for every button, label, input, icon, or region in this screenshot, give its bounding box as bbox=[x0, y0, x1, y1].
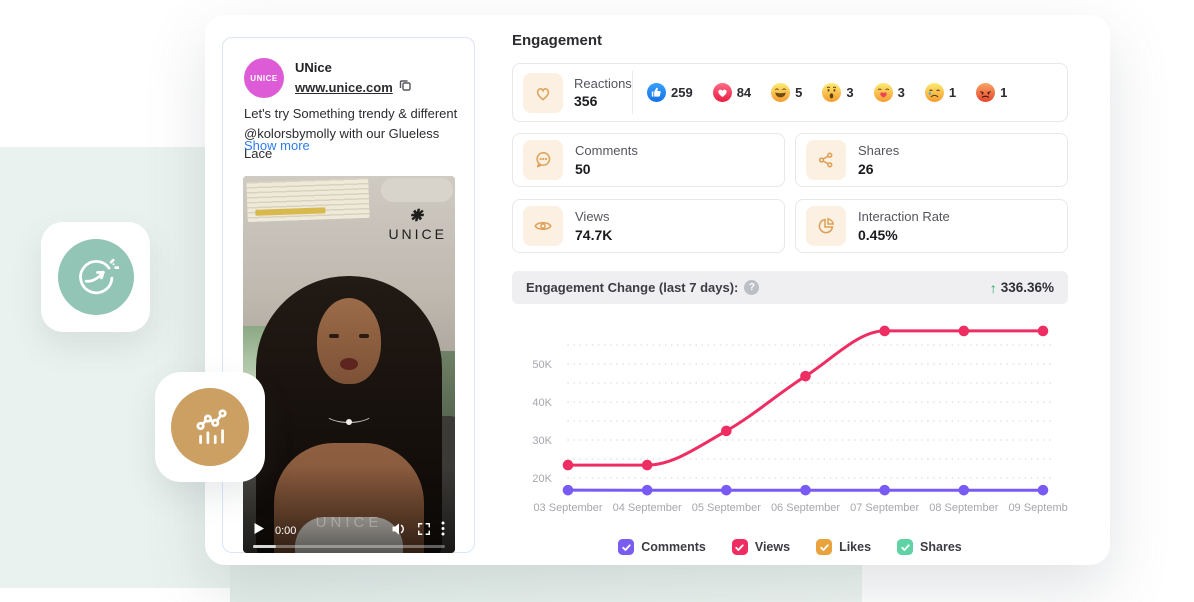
brand-swirl-icon: ⁕ bbox=[405, 203, 430, 228]
person-pearl bbox=[346, 419, 352, 425]
video-progress-fill bbox=[253, 545, 277, 548]
legend-likes[interactable]: Likes bbox=[816, 539, 871, 555]
chart-legend: Comments Views Likes Shares bbox=[512, 539, 1068, 555]
legend-shares[interactable]: Shares bbox=[897, 539, 962, 555]
video-sun-visor bbox=[381, 178, 453, 202]
shares-checkbox[interactable] bbox=[897, 539, 914, 555]
svg-text:50K: 50K bbox=[532, 359, 552, 371]
reaction-angry: 1 bbox=[976, 83, 1007, 102]
video-brand-logo: ⁕ UNICE bbox=[388, 203, 447, 242]
reaction-like: 259 bbox=[647, 83, 693, 102]
avatar: UNICE bbox=[244, 58, 284, 98]
svg-text:07 September: 07 September bbox=[850, 502, 919, 514]
engagement-line-chart: 20K 30K 40K 50K 03 September 04 September 05 S… bbox=[532, 325, 1068, 514]
shares-label: Shares bbox=[858, 143, 900, 159]
post-text: Let's try Something trendy & different @… bbox=[244, 104, 458, 164]
volume-icon[interactable] bbox=[391, 522, 407, 541]
video-progress-bar[interactable] bbox=[253, 545, 445, 548]
reaction-haha: 5 bbox=[771, 83, 802, 102]
post-preview-card: UNICE UNice www.unice.com Let's try Some… bbox=[222, 37, 475, 553]
video-player[interactable]: ⁕ UNICE UNIC bbox=[243, 176, 455, 553]
svg-text:04 September: 04 September bbox=[613, 502, 682, 514]
interaction-rate-value: 0.45% bbox=[858, 226, 898, 243]
engagement-change-value: 336.36% bbox=[1000, 280, 1054, 295]
copy-icon[interactable] bbox=[398, 78, 412, 97]
engagement-change-label: Engagement Change (last 7 days): bbox=[526, 280, 739, 295]
person-mouth bbox=[340, 358, 358, 370]
fullscreen-icon[interactable] bbox=[417, 522, 431, 541]
show-more-link[interactable]: Show more bbox=[244, 138, 310, 153]
sad-reaction-icon bbox=[924, 83, 944, 102]
legend-comments[interactable]: Comments bbox=[618, 539, 706, 555]
interaction-rate-label: Interaction Rate bbox=[858, 209, 950, 225]
svg-text:30K: 30K bbox=[532, 435, 552, 447]
reactions-label: Reactions bbox=[574, 75, 632, 91]
comments-stat-card: Comments 50 bbox=[512, 133, 785, 187]
author-name: UNice bbox=[295, 60, 332, 75]
reactions-card: Reactions 356 259 84 bbox=[512, 63, 1068, 122]
video-visor-label bbox=[246, 177, 370, 223]
comments-label: Comments bbox=[575, 143, 638, 159]
wow-reaction-icon bbox=[822, 83, 842, 102]
person-eye bbox=[359, 334, 369, 338]
person-eye bbox=[329, 334, 339, 338]
video-watermark: UNICE bbox=[315, 514, 383, 531]
views-stat-card: Views 74.7K bbox=[512, 199, 785, 253]
play-button[interactable] bbox=[253, 522, 265, 540]
svg-text:06 September: 06 September bbox=[771, 502, 840, 514]
video-time: 0:00 bbox=[275, 525, 297, 537]
love-reaction-icon bbox=[712, 83, 732, 102]
share-icon bbox=[806, 140, 846, 180]
shares-stat-card: Shares 26 bbox=[795, 133, 1068, 187]
comments-checkbox[interactable] bbox=[618, 539, 635, 555]
reactions-total: 356 bbox=[574, 93, 598, 110]
comments-value: 50 bbox=[575, 160, 591, 177]
care-reaction-icon bbox=[873, 83, 893, 102]
views-label: Views bbox=[575, 209, 610, 225]
legend-views[interactable]: Views bbox=[731, 539, 790, 555]
like-reaction-icon bbox=[647, 83, 666, 102]
eye-icon bbox=[523, 206, 563, 246]
svg-text:05 September: 05 September bbox=[692, 502, 761, 514]
video-controls: 0:00 bbox=[243, 521, 455, 541]
comment-icon bbox=[523, 140, 563, 180]
video-person-face bbox=[317, 298, 381, 384]
views-value: 74.7K bbox=[575, 226, 613, 243]
trend-up-icon: ↑ bbox=[989, 279, 997, 296]
analytics-card: UNICE UNice www.unice.com Let's try Some… bbox=[205, 15, 1110, 565]
svg-text:40K: 40K bbox=[532, 397, 552, 409]
reactions-breakdown: 259 84 5 bbox=[633, 83, 1067, 102]
post-text-line-1: Let's try Something trendy & different bbox=[244, 106, 458, 121]
analytics-icon-card bbox=[155, 372, 265, 482]
svg-text:03 September: 03 September bbox=[533, 502, 602, 514]
website-row: www.unice.com bbox=[295, 78, 412, 97]
svg-text:09 September: 09 September bbox=[1008, 502, 1068, 514]
engagement-title: Engagement bbox=[512, 32, 603, 49]
help-icon[interactable]: ? bbox=[744, 280, 760, 295]
likes-checkbox[interactable] bbox=[816, 539, 833, 555]
engagement-change-bar: Engagement Change (last 7 days): ? ↑ 336… bbox=[512, 271, 1068, 304]
growth-icon-card bbox=[41, 222, 150, 332]
svg-text:20K: 20K bbox=[532, 473, 552, 485]
reaction-care: 3 bbox=[873, 83, 905, 102]
website-link[interactable]: www.unice.com bbox=[295, 80, 393, 95]
reaction-sad: 1 bbox=[924, 83, 956, 102]
avatar-label: UNICE bbox=[250, 73, 278, 83]
reaction-wow: 3 bbox=[822, 83, 854, 102]
heart-outline-icon bbox=[523, 72, 563, 113]
views-checkbox[interactable] bbox=[731, 539, 748, 555]
growth-icon bbox=[57, 239, 134, 315]
interaction-rate-stat-card: Interaction Rate 0.45% bbox=[795, 199, 1068, 253]
video-bottom-overlay bbox=[243, 467, 455, 553]
haha-reaction-icon bbox=[771, 83, 791, 102]
post-text-line-2: @kolorsbymolly with our Glueless Lace bbox=[244, 126, 440, 161]
angry-reaction-icon bbox=[976, 83, 996, 102]
kebab-menu-icon[interactable] bbox=[441, 521, 445, 541]
svg-text:08 September: 08 September bbox=[929, 502, 998, 514]
shares-value: 26 bbox=[858, 160, 874, 177]
analytics-icon bbox=[171, 388, 249, 466]
pie-chart-icon bbox=[806, 206, 846, 246]
reaction-love: 84 bbox=[712, 83, 751, 102]
